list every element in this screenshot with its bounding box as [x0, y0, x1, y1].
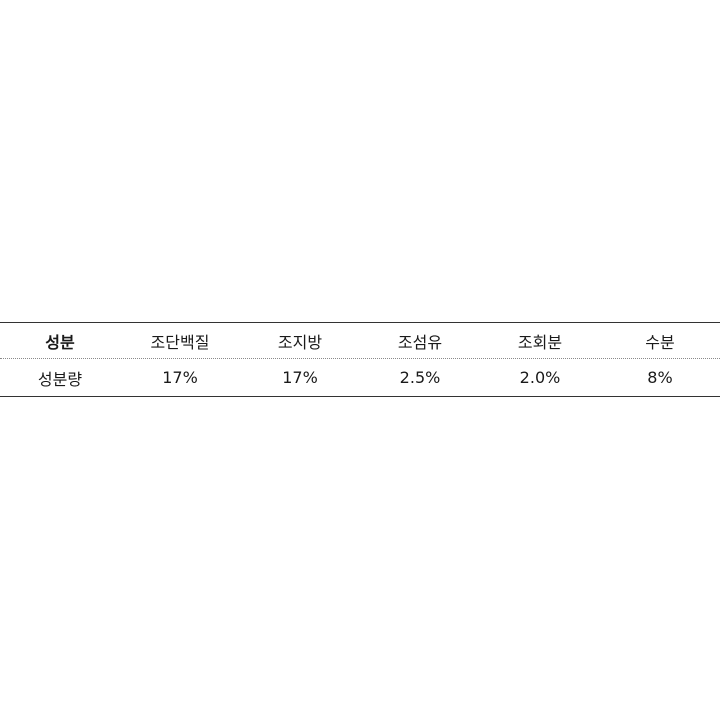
value-moisture: 8%: [647, 368, 673, 387]
header-crude-fat: 조지방: [277, 332, 323, 352]
header-crude-ash: 조회분: [517, 332, 563, 352]
header-crude-protein: 조단백질: [150, 332, 210, 352]
header-moisture: 수분: [645, 332, 675, 352]
nutrition-table: 성분 조단백질 조지방 조섬유 조회분 수분 성분량 17% 17% 2.5% …: [0, 322, 720, 397]
value-crude-ash: 2.0%: [519, 368, 561, 387]
header-crude-fiber: 조섬유: [397, 332, 443, 352]
table-header-row: 성분 조단백질 조지방 조섬유 조회분 수분: [0, 323, 720, 359]
value-crude-fiber: 2.5%: [399, 368, 441, 387]
value-crude-protein: 17%: [162, 368, 198, 387]
header-label-cell: 성분: [45, 332, 75, 352]
table-row: 성분량 17% 17% 2.5% 2.0% 8%: [0, 359, 720, 396]
row-label-cell: 성분량: [37, 369, 83, 389]
value-crude-fat: 17%: [282, 368, 318, 387]
